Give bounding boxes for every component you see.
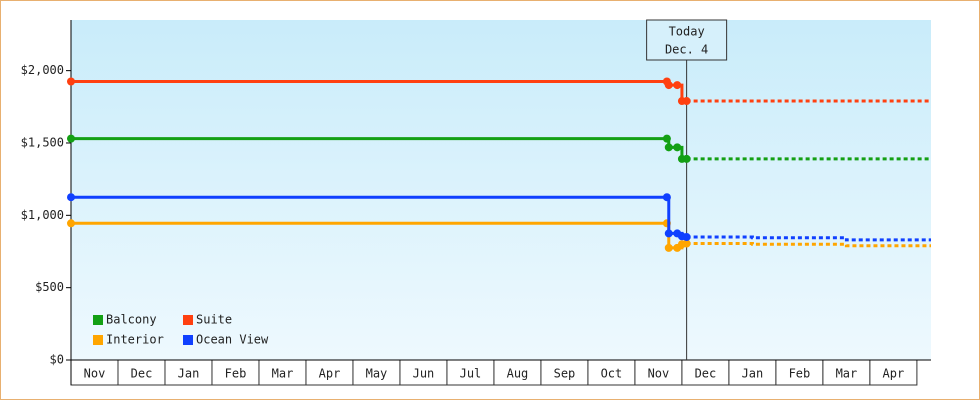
x-cell: [822, 359, 871, 386]
price-point: [682, 97, 691, 106]
today-label: Today: [669, 25, 705, 39]
legend-label: Interior: [106, 333, 164, 347]
x-tick-label: Feb: [225, 367, 247, 381]
price-point: [664, 243, 673, 252]
forecast-line: [686, 242, 931, 248]
x-tick-label: Jul: [460, 367, 482, 381]
legend-swatch: [93, 315, 103, 325]
x-tick-label: Nov: [84, 367, 106, 381]
today-label: Dec. 4: [665, 43, 708, 57]
x-tick-label: Sep: [554, 367, 576, 381]
today-box: [646, 19, 728, 61]
x-tick-label: May: [366, 367, 388, 381]
x-tick-label: Jun: [413, 367, 435, 381]
legend-label: Balcony: [106, 313, 157, 327]
legend-swatch: [93, 335, 103, 345]
price-point: [673, 81, 682, 90]
x-tick-label: Nov: [648, 367, 670, 381]
legend-swatch: [183, 315, 193, 325]
legend-label: Ocean View: [196, 333, 269, 347]
y-tick-label: $500: [35, 280, 64, 294]
price-point: [682, 154, 691, 163]
y-tick-label: $2,000: [21, 63, 64, 77]
plot-area: [71, 20, 931, 360]
x-tick-label: Mar: [836, 367, 858, 381]
price-point: [67, 77, 75, 86]
x-cell: [681, 359, 730, 386]
x-cell: [728, 359, 777, 386]
price-point: [662, 193, 671, 202]
y-tick-label: $1,000: [21, 208, 64, 222]
price-point: [682, 239, 691, 248]
price-point: [682, 233, 691, 242]
x-cell: [399, 359, 448, 386]
y-tick-label: $0: [50, 353, 64, 367]
x-tick-label: Aug: [507, 367, 529, 381]
price-point: [67, 193, 75, 202]
x-cell: [587, 359, 636, 386]
x-tick-label: Apr: [883, 367, 905, 381]
y-tick-label: $1,500: [21, 135, 64, 149]
price-point: [664, 143, 673, 152]
x-tick-label: Apr: [319, 367, 341, 381]
legend-swatch: [183, 335, 193, 345]
price-point: [664, 81, 673, 90]
x-tick-label: Dec: [695, 367, 717, 381]
x-tick-label: Jan: [178, 367, 200, 381]
x-tick-label: Oct: [601, 367, 623, 381]
x-tick-label: Dec: [131, 367, 153, 381]
forecast-line: [686, 235, 931, 242]
x-cell: [869, 359, 918, 386]
price-point: [662, 134, 671, 143]
legend-label: Suite: [196, 313, 232, 327]
price-point: [664, 229, 673, 238]
x-tick-label: Mar: [272, 367, 294, 381]
x-tick-label: Jan: [742, 367, 764, 381]
price-point: [67, 134, 75, 143]
x-tick-label: Feb: [789, 367, 811, 381]
price-point: [673, 143, 682, 152]
price-point: [67, 219, 75, 228]
